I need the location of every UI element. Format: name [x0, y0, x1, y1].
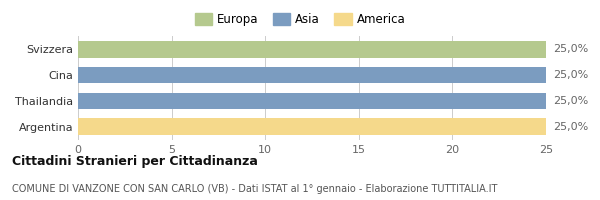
Bar: [78, 67, 546, 83]
Text: Cittadini Stranieri per Cittadinanza: Cittadini Stranieri per Cittadinanza: [12, 155, 258, 168]
Text: 25,0%: 25,0%: [553, 70, 589, 80]
Text: 25,0%: 25,0%: [553, 122, 589, 132]
Text: 25,0%: 25,0%: [553, 96, 589, 106]
Bar: [78, 41, 546, 58]
Text: COMUNE DI VANZONE CON SAN CARLO (VB) - Dati ISTAT al 1° gennaio - Elaborazione T: COMUNE DI VANZONE CON SAN CARLO (VB) - D…: [12, 184, 497, 194]
Bar: [78, 118, 546, 135]
Bar: [78, 93, 546, 109]
Text: 25,0%: 25,0%: [553, 44, 589, 54]
Legend: Europa, Asia, America: Europa, Asia, America: [190, 8, 410, 30]
